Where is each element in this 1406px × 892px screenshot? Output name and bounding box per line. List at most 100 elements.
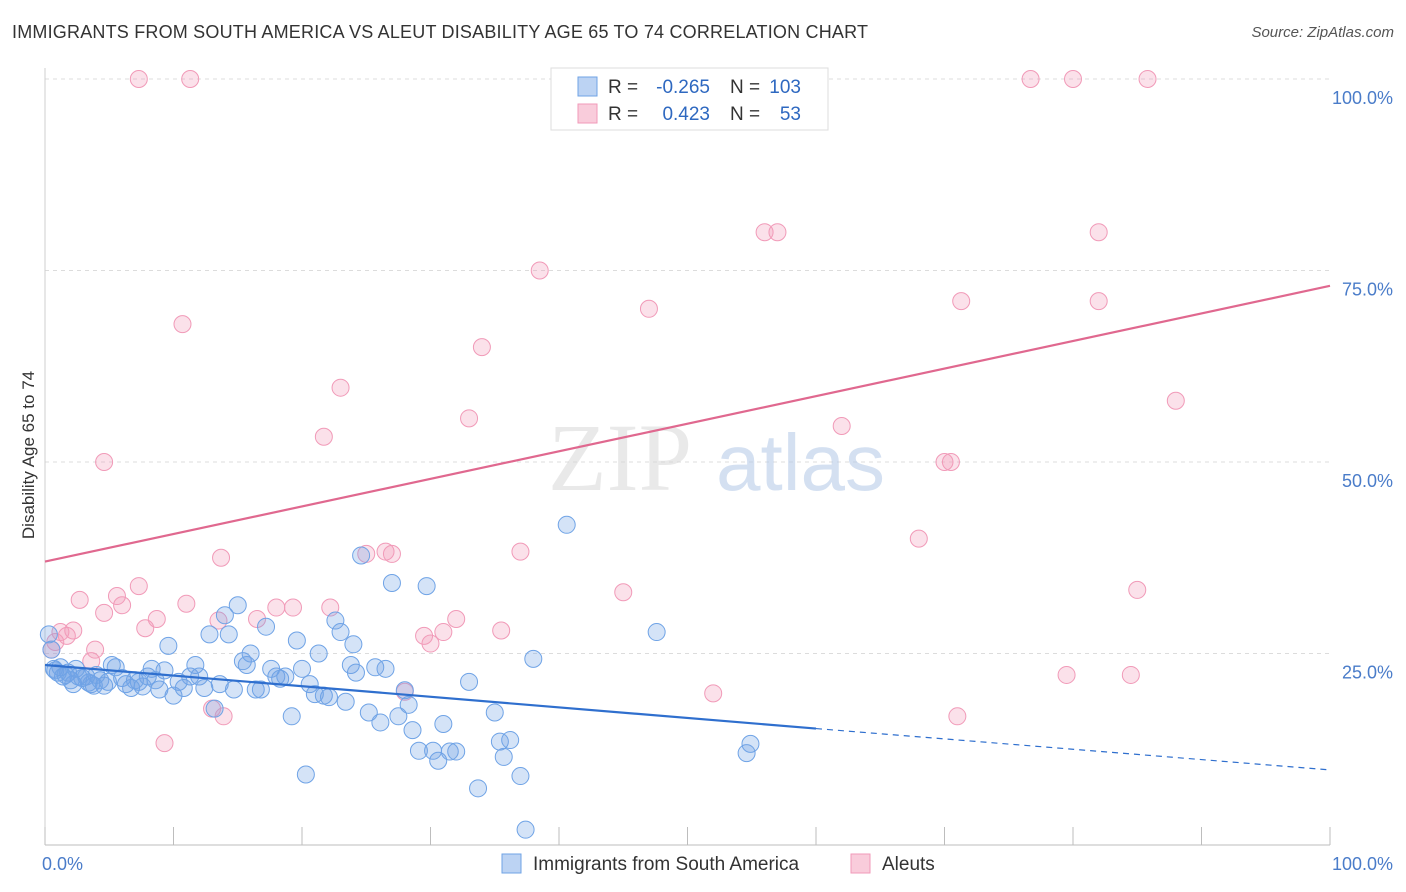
aleuts-point-17 — [177, 594, 196, 613]
x-tick-label-0: 0.0% — [42, 854, 83, 874]
immigrants-point-85 — [409, 741, 428, 760]
aleuts-point-16 — [173, 315, 192, 334]
immigrants-point-71 — [336, 692, 355, 711]
immigrants-point-21 — [98, 672, 117, 691]
immigrants-point-104 — [741, 734, 760, 753]
immigrants-point-53 — [246, 680, 265, 699]
aleuts-point-43 — [639, 299, 658, 318]
immigrants-point-44 — [205, 699, 224, 718]
aleuts-point-26 — [314, 427, 333, 446]
immigrants-point-60 — [282, 707, 301, 726]
aleuts-point-64 — [941, 453, 960, 471]
immigrants-points — [39, 515, 760, 839]
aleuts-point-4 — [64, 621, 83, 640]
aleuts-point-12 — [129, 577, 148, 596]
aleuts-point-62 — [1057, 665, 1076, 684]
watermark-zip: ZIP — [548, 404, 692, 511]
aleuts-point-18 — [181, 70, 200, 88]
aleuts-trend-line — [44, 284, 1331, 563]
immigrants-point-65 — [305, 685, 324, 704]
immigrants-point-0 — [39, 625, 58, 644]
immigrants-point-1 — [42, 640, 61, 659]
aleuts-point-52 — [1021, 70, 1040, 88]
aleuts-point-40 — [511, 542, 530, 561]
immigrants-point-47 — [219, 625, 238, 644]
bottom-legend-label-aleuts: Aleuts — [882, 854, 935, 875]
aleuts-point-41 — [530, 261, 549, 280]
immigrants-point-37 — [169, 672, 188, 691]
immigrants-point-90 — [440, 742, 459, 761]
aleuts-point-5 — [70, 590, 89, 609]
immigrants-point-74 — [346, 663, 365, 682]
immigrants-point-84 — [403, 721, 422, 740]
bottom-legend: Immigrants from South America Aleuts — [501, 853, 935, 875]
immigrants-point-35 — [159, 636, 178, 655]
aleuts-point-46 — [768, 223, 787, 242]
immigrants-point-75 — [352, 546, 371, 565]
aleuts-point-55 — [1089, 292, 1108, 311]
immigrants-point-93 — [469, 779, 488, 798]
y-tick-label-1: 50.0% — [1342, 471, 1393, 491]
immigrants-trend-extension — [815, 727, 1331, 771]
aleuts-point-50 — [952, 292, 971, 311]
aleuts-point-36 — [447, 610, 466, 629]
immigrants-point-48 — [224, 680, 243, 699]
source-label: Source: ZipAtlas.com — [1251, 24, 1394, 41]
aleuts-point-47 — [832, 416, 851, 435]
tick-labels: 25.0% 50.0% 75.0% 100.0% 0.0% 100.0% — [42, 88, 1393, 874]
immigrants-point-102 — [647, 623, 666, 642]
legend-n-label-2: N = — [730, 104, 760, 125]
immigrants-point-38 — [174, 678, 193, 697]
aleuts-point-56 — [1128, 580, 1147, 599]
immigrants-point-32 — [146, 671, 165, 690]
aleuts-points — [42, 70, 1185, 753]
aleuts-point-34 — [421, 634, 440, 653]
aleuts-point-33 — [415, 626, 434, 645]
aleuts-point-63 — [1121, 665, 1140, 684]
grid-lines — [45, 78, 1330, 654]
immigrants-point-66 — [309, 644, 328, 663]
immigrants-point-68 — [319, 688, 338, 707]
aleuts-point-22 — [214, 707, 233, 726]
x-tick-label-1: 100.0% — [1332, 854, 1393, 874]
aleuts-point-58 — [129, 70, 148, 88]
legend-swatch-aleuts — [577, 103, 598, 124]
legend-n-value-1: 103 — [769, 77, 801, 98]
aleuts-point-31 — [382, 544, 401, 563]
immigrants-point-55 — [257, 617, 276, 636]
immigrants-point-101 — [557, 515, 576, 534]
immigrants-point-89 — [434, 714, 453, 733]
aleuts-point-8 — [95, 603, 114, 622]
aleuts-point-15 — [155, 734, 174, 753]
aleuts-point-53 — [1064, 70, 1082, 88]
aleuts-point-37 — [460, 409, 479, 428]
aleuts-point-23 — [248, 610, 267, 629]
aleuts-point-35 — [434, 623, 453, 642]
legend-r-value-1: -0.265 — [656, 77, 710, 98]
legend-r-label-1: R = — [608, 77, 638, 98]
legend-r-value-2: 0.423 — [662, 104, 710, 125]
aleuts-point-25 — [284, 598, 303, 617]
y-tick-label-2: 75.0% — [1342, 280, 1393, 300]
aleuts-point-39 — [492, 621, 511, 640]
immigrants-trend-line — [44, 663, 817, 730]
aleuts-point-14 — [147, 610, 166, 629]
immigrants-point-73 — [344, 635, 363, 654]
y-tick-label-0: 25.0% — [1342, 663, 1393, 683]
legend-r-label-2: R = — [608, 104, 638, 125]
bottom-legend-swatch-immigrants — [501, 853, 522, 874]
top-legend: R = -0.265 N = 103 R = 0.423 N = 53 — [550, 67, 829, 131]
immigrants-point-97 — [511, 767, 530, 786]
immigrants-point-36 — [164, 686, 183, 705]
aleuts-point-28 — [331, 378, 350, 397]
immigrants-point-42 — [195, 678, 214, 697]
bottom-legend-swatch-aleuts — [850, 853, 871, 874]
immigrants-point-83 — [399, 695, 418, 714]
aleuts-point-54 — [1089, 223, 1108, 242]
immigrants-point-99 — [501, 731, 520, 750]
watermark-atlas: atlas — [716, 418, 885, 507]
immigrants-point-49 — [228, 596, 247, 615]
immigrants-point-51 — [237, 655, 256, 674]
chart-title: IMMIGRANTS FROM SOUTH AMERICA VS ALEUT D… — [12, 22, 869, 42]
